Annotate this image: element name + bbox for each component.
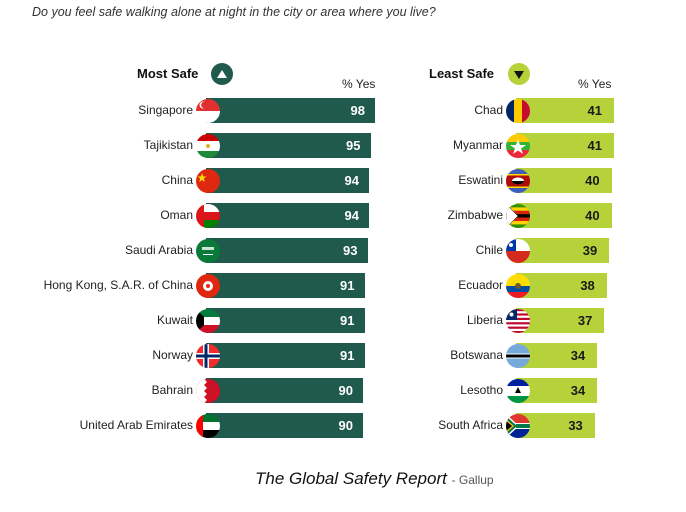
survey-question: Do you feel safe walking alone at night … bbox=[32, 5, 436, 19]
triangle-down-icon bbox=[508, 63, 530, 85]
category-label: Botswana bbox=[450, 348, 503, 362]
flag-chile-icon bbox=[506, 238, 530, 263]
most-safe-value-label: % Yes bbox=[342, 77, 376, 91]
category-label: Norway bbox=[152, 348, 193, 362]
flag-saudi-arabia-icon bbox=[196, 238, 220, 263]
category-label: Myanmar bbox=[452, 138, 503, 152]
value-label: 34 bbox=[570, 383, 586, 398]
flag-chad-icon bbox=[506, 98, 530, 123]
bar bbox=[516, 238, 610, 263]
caption-title: The Global Safety Report bbox=[255, 469, 447, 488]
flag-tajikistan-icon bbox=[196, 133, 220, 158]
value-label: 98 bbox=[350, 103, 365, 118]
caption-source: - Gallup bbox=[451, 473, 494, 487]
bar bbox=[206, 98, 375, 123]
category-label: Tajikistan bbox=[143, 138, 193, 152]
bar bbox=[516, 203, 612, 228]
bar bbox=[206, 133, 371, 158]
bar bbox=[206, 203, 369, 228]
flag-china-icon bbox=[196, 168, 220, 193]
value-label: 33 bbox=[568, 418, 583, 433]
category-label: Kuwait bbox=[156, 313, 193, 327]
category-label: South Africa bbox=[438, 418, 503, 432]
value-label: 94 bbox=[344, 173, 359, 188]
bar bbox=[206, 238, 368, 263]
category-label: Chile bbox=[475, 243, 503, 257]
value-label: 37 bbox=[577, 313, 593, 328]
least-safe-title: Least Safe bbox=[429, 66, 495, 81]
flag-kuwait-icon bbox=[196, 308, 220, 333]
bar bbox=[516, 98, 614, 123]
flag-eswatini-icon bbox=[506, 168, 530, 193]
bar bbox=[206, 168, 369, 193]
value-label: 91 bbox=[340, 348, 355, 363]
bar bbox=[206, 308, 365, 333]
flag-myanmar-icon bbox=[506, 133, 530, 158]
flag-liberia-icon bbox=[506, 308, 530, 333]
value-label: 90 bbox=[338, 418, 353, 433]
flag-hong-kong-s-a-r-of-china-icon bbox=[196, 273, 220, 298]
value-label: 40 bbox=[585, 173, 600, 188]
value-label: 41 bbox=[587, 103, 602, 118]
bar bbox=[206, 343, 365, 368]
bar bbox=[516, 308, 605, 333]
bar bbox=[516, 133, 614, 158]
category-label: Oman bbox=[160, 208, 193, 222]
category-label: Eswatini bbox=[458, 173, 503, 187]
bar bbox=[516, 168, 612, 193]
category-label: Bahrain bbox=[151, 383, 193, 397]
triangle-up-icon bbox=[211, 63, 233, 85]
category-label: Lesotho bbox=[460, 383, 503, 397]
least-safe-value-label: % Yes bbox=[578, 77, 612, 91]
bar bbox=[206, 378, 363, 403]
bar bbox=[206, 273, 365, 298]
category-label: Saudi Arabia bbox=[124, 243, 193, 257]
flag-lesotho-icon bbox=[506, 378, 530, 403]
flag-botswana-icon bbox=[506, 343, 530, 368]
flag-singapore-icon bbox=[196, 98, 220, 123]
flag-ecuador-icon bbox=[506, 273, 530, 298]
flag-united-arab-emirates-icon bbox=[196, 413, 220, 438]
category-label: Singapore bbox=[138, 103, 193, 117]
category-label: Hong Kong, S.A.R. of China bbox=[43, 278, 193, 292]
category-label: United Arab Emirates bbox=[79, 418, 193, 432]
value-label: 95 bbox=[346, 138, 361, 153]
category-label: Liberia bbox=[466, 313, 503, 327]
value-label: 41 bbox=[587, 138, 602, 153]
bar bbox=[516, 273, 607, 298]
flag-bahrain-icon bbox=[196, 378, 220, 403]
value-label: 93 bbox=[343, 243, 358, 258]
category-label: Ecuador bbox=[458, 278, 503, 292]
bar bbox=[206, 413, 363, 438]
most-safe-title: Most Safe bbox=[137, 66, 199, 81]
category-label: China bbox=[161, 173, 193, 187]
caption: The Global Safety Report - Gallup bbox=[255, 469, 494, 489]
value-label: 38 bbox=[580, 278, 595, 293]
flag-zimbabwe-icon bbox=[506, 203, 530, 228]
value-label: 91 bbox=[340, 313, 355, 328]
category-label: Chad bbox=[474, 103, 503, 117]
value-label: 40 bbox=[585, 208, 600, 223]
value-label: 90 bbox=[338, 383, 353, 398]
flag-norway-icon bbox=[196, 343, 220, 368]
value-label: 91 bbox=[340, 278, 355, 293]
category-label: Zimbabwe bbox=[447, 208, 503, 222]
value-label: 34 bbox=[570, 348, 586, 363]
value-label: 39 bbox=[582, 243, 598, 258]
flag-south-africa-icon bbox=[506, 413, 530, 438]
value-label: 94 bbox=[344, 208, 359, 223]
flag-oman-icon bbox=[196, 203, 220, 228]
